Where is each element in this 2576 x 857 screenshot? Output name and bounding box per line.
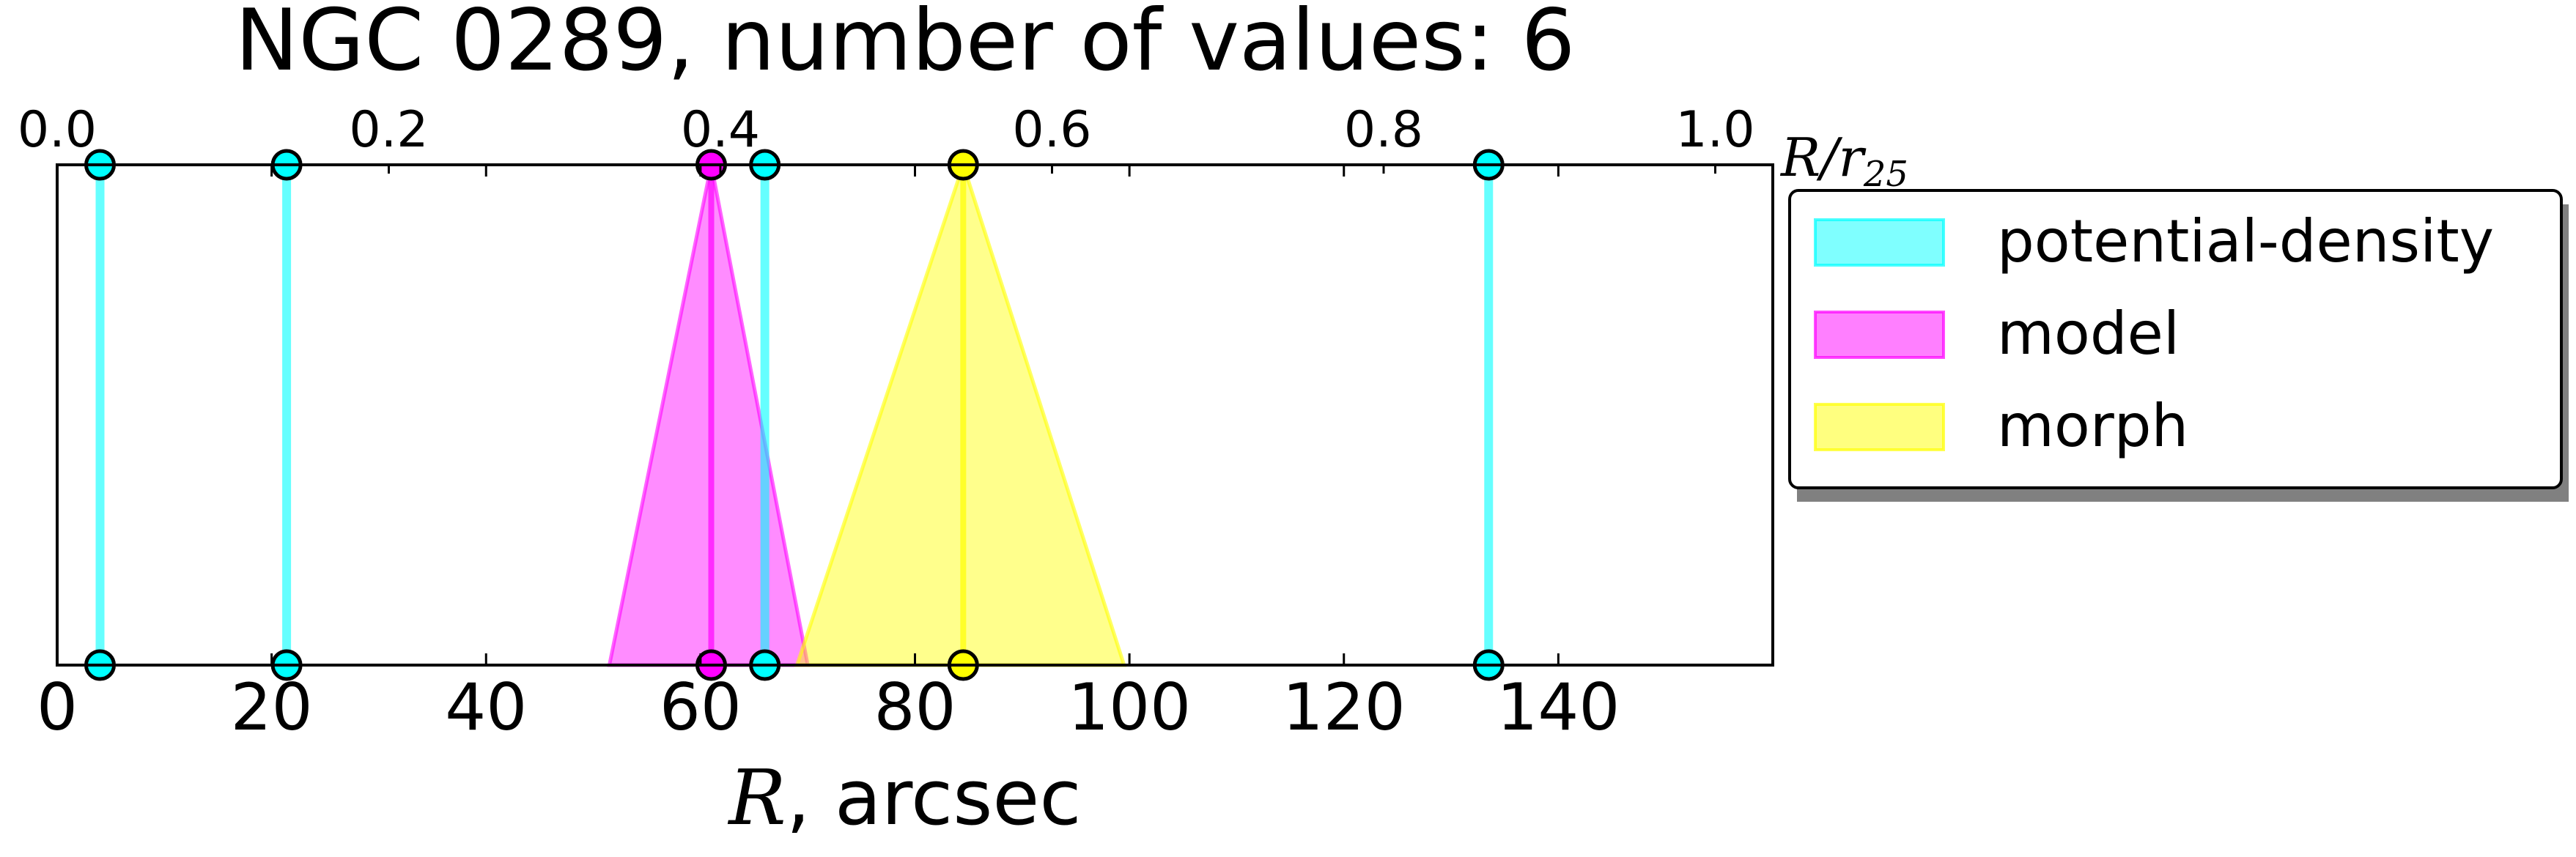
top-axis-label-main: R/r	[1779, 127, 1866, 188]
x-tick-label: 0	[37, 669, 78, 745]
x-axis-label: R, arcsec	[727, 753, 1081, 842]
legend-swatch-morph	[1814, 403, 1945, 451]
x-axis-top: 0.0 0.2 0.4 0.6 0.8 1.0	[18, 101, 1755, 174]
top-tick-label: 0.8	[1344, 101, 1423, 159]
plot-area	[84, 149, 1505, 681]
top-tick-label: 0.4	[681, 101, 760, 159]
x-tick-label: 120	[1283, 669, 1406, 745]
x-tick-label: 80	[874, 669, 956, 745]
legend: potential-density model morph	[1788, 189, 2569, 502]
legend-swatch-model	[1814, 311, 1945, 359]
chart-title: NGC 0289, number of values: 6	[235, 0, 1576, 90]
x-axis-label-var: R	[727, 753, 786, 842]
legend-items: potential-density model morph	[1814, 207, 2494, 460]
top-axis-label: R/r25	[1779, 127, 1908, 195]
top-axis-label-sub: 25	[1863, 154, 1908, 195]
x-tick-label: 100	[1068, 669, 1191, 745]
x-axis-label-unit: , arcsec	[786, 753, 1082, 842]
x-axis-bottom: 0 20 40 60 80 100 120 140	[37, 165, 1620, 745]
legend-label-model: model	[1997, 300, 2180, 368]
legend-label-potential-density: potential-density	[1997, 207, 2494, 275]
x-tick-label: 20	[231, 669, 313, 745]
top-tick-label: 1.0	[1675, 101, 1754, 159]
x-tick-label: 140	[1496, 669, 1620, 745]
x-tick-label: 60	[660, 669, 742, 745]
legend-swatch-potential-density	[1814, 218, 1945, 267]
legend-label-morph: morph	[1997, 392, 2188, 460]
top-tick-label: 0.2	[349, 101, 428, 159]
legend-box	[1788, 189, 2563, 489]
x-tick-label: 40	[445, 669, 527, 745]
top-tick-label: 0.6	[1012, 101, 1091, 159]
top-tick-label: 0.0	[18, 101, 97, 159]
